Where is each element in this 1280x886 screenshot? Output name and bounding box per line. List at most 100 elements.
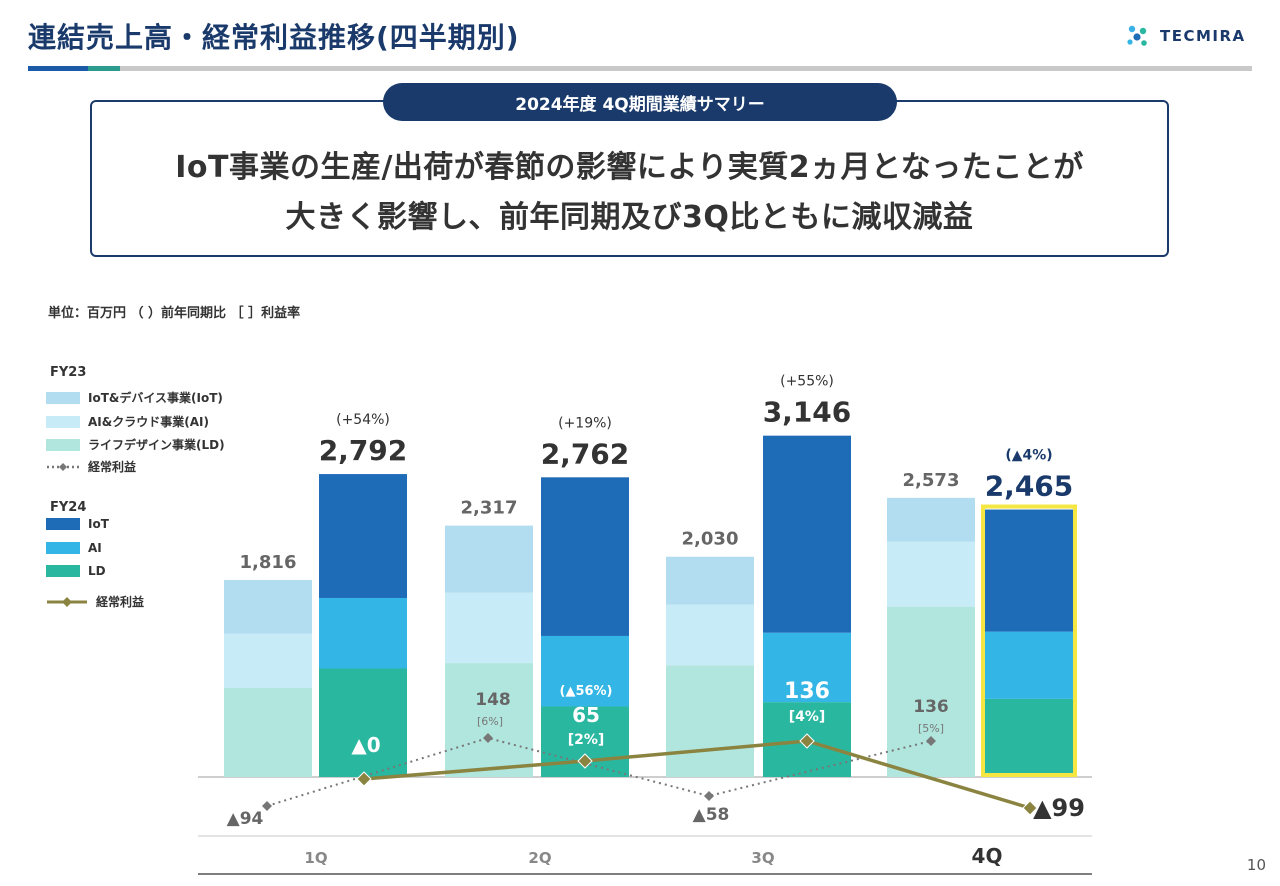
legend-fy23-iot: IoT&デバイス事業(IoT) (46, 389, 223, 406)
logo-text: TECMIRA (1160, 27, 1246, 45)
fy24-profit-point (799, 733, 815, 749)
solid-line-icon (47, 596, 87, 607)
fy23-bar-iot (445, 525, 533, 593)
fy24-profit-line (363, 739, 1031, 810)
tecmira-logo-icon (1127, 25, 1147, 46)
fy23-bar-iot (666, 556, 754, 605)
unit-note: 単位：百万円 （ ）前年同期比 ［ ］利益率 (48, 306, 301, 321)
fy24-bar-iot (763, 435, 851, 633)
header-rule (120, 66, 1252, 71)
legend-label: AI (88, 541, 102, 555)
category-label: 4Q (972, 844, 1003, 868)
legend-label: IoT&デバイス事業(IoT) (88, 391, 223, 405)
dotted-line-icon (47, 462, 79, 471)
company-logo: TECMIRA (1124, 22, 1246, 50)
fy24-bar-ld (985, 698, 1073, 777)
fy23-total-label: 2,317 (461, 498, 518, 519)
fy23-margin-label: [5%] (918, 722, 944, 735)
fy23-profit-label: ▲94 (227, 809, 264, 829)
page-number: 10 (1246, 856, 1266, 874)
fy24-bar-ld (319, 668, 407, 777)
fy23-profit-label: 148 (475, 690, 511, 710)
legend-fy24-iot: IoT (46, 517, 109, 531)
fy23-bar-ld (445, 663, 533, 777)
fy24-profit-point (1022, 800, 1038, 816)
legend-fy23-ai: AI&クラウド事業(AI) (46, 413, 209, 430)
fy23-bar-ai (666, 604, 754, 666)
summary-line-2: 大きく影響し、前年同期及び3Q比ともに減収減益 (285, 200, 974, 235)
fy24-profit-label: 65 (572, 703, 600, 727)
fy24-yoy-label: (▲4%) (1005, 448, 1052, 464)
header-rule-accent-blue (28, 66, 88, 71)
fy24-bar-iot (319, 474, 407, 598)
fy23-bar-ld (224, 688, 312, 777)
category-label: 1Q (304, 849, 327, 867)
summary-line-1: IoT事業の生産/出荷が春節の影響により実質2ヵ月となったことが (175, 150, 1084, 185)
fy23-profit-point (483, 733, 493, 743)
legend-fy23-ld: ライフデザイン事業(LD) (46, 436, 225, 453)
legend-label: IoT (88, 517, 109, 531)
fy23-profit-label: ▲58 (693, 805, 730, 825)
fy24-bar-ai (985, 631, 1073, 699)
fy23-profit-label: 136 (913, 697, 949, 717)
fy24-bar-iot (985, 509, 1073, 632)
fy24-yoy-label: (+54%) (336, 412, 390, 428)
fy23-bar-ld (666, 665, 754, 777)
legend-swatch (46, 542, 80, 554)
legend-fy24-ld: LD (46, 564, 106, 578)
fy24-total-label: 2,762 (541, 437, 630, 470)
legend-label: LD (88, 564, 106, 578)
category-label: 2Q (528, 849, 551, 867)
fy24-bar-ai (541, 635, 629, 707)
fy24-highlight-frame (981, 504, 1077, 777)
fy24-profit-label: 136 (784, 679, 830, 704)
fy24-yoy-label: (+55%) (780, 374, 834, 390)
legend-fy24-title: FY24 (50, 500, 87, 515)
legend-swatch (46, 565, 80, 577)
legend-swatch (46, 415, 80, 428)
legend-label: 経常利益 (96, 595, 145, 609)
legend-fy23-profit: 経常利益 (46, 458, 136, 475)
legend-label: AI&クラウド事業(AI) (88, 415, 209, 429)
fy24-profit-yoy-label: (▲56%) (560, 684, 613, 699)
fy24-profit-point (356, 771, 372, 787)
fy23-margin-label: [6%] (477, 715, 503, 728)
fy23-bar-iot (224, 579, 312, 634)
fy23-bar-ai (887, 541, 975, 607)
fy23-total-label: 2,030 (682, 529, 739, 550)
summary-pill: 2024年度 4Q期間業績サマリー (383, 83, 897, 121)
fy23-profit-point (262, 801, 272, 811)
legend-fy24-profit: 経常利益 (46, 593, 144, 610)
category-label: 3Q (751, 849, 774, 867)
legend-label: 経常利益 (88, 460, 137, 474)
fy24-margin-label: [4%] (789, 709, 826, 725)
fy24-bar-iot (541, 477, 629, 636)
fy24-total-label: 2,465 (985, 470, 1074, 503)
fy23-bar-ai (224, 633, 312, 689)
fy23-bar-ai (445, 592, 533, 664)
legend-fy24-ai: AI (46, 541, 102, 555)
legend-fy23-title: FY23 (50, 365, 87, 380)
fy24-profit-label: ▲0 (351, 733, 380, 757)
fy23-profit-point (926, 736, 936, 746)
fy23-bar-ld (887, 606, 975, 777)
fy23-profit-point (704, 791, 714, 801)
fy24-bar-ai (763, 632, 851, 703)
fy24-total-label: 3,146 (763, 396, 852, 429)
legend-label: ライフデザイン事業(LD) (88, 438, 225, 452)
fy24-profit-label: ▲99 (1033, 794, 1085, 822)
fy24-total-label: 2,792 (319, 434, 408, 467)
legend-swatch (46, 391, 80, 404)
fy23-bar-iot (887, 497, 975, 542)
page-title: 連結売上高・経常利益推移(四半期別) (28, 21, 520, 54)
fy24-profit-point (577, 753, 593, 769)
fy23-profit-line (266, 736, 932, 807)
fy24-yoy-label: (+19%) (558, 415, 612, 431)
legend-swatch (46, 438, 80, 451)
fy23-total-label: 1,816 (240, 552, 297, 573)
fy23-total-label: 2,573 (903, 470, 960, 491)
fy24-margin-label: [2%] (568, 732, 605, 748)
legend-swatch (46, 518, 80, 530)
fy24-bar-ai (319, 597, 407, 669)
